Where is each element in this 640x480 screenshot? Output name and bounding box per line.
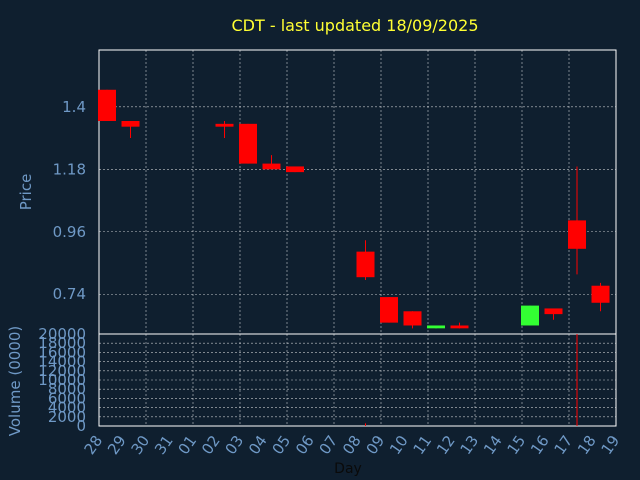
x-tick-label: 13 — [457, 432, 483, 458]
volume-tick-label: 6000 — [48, 389, 86, 407]
volume-tick-label: 8000 — [48, 380, 86, 398]
candle — [380, 297, 398, 323]
price-tick-label: 0.74 — [53, 285, 86, 303]
candle-body — [98, 89, 116, 121]
x-axis-label: Day — [334, 461, 362, 477]
candle-body — [427, 325, 445, 329]
volume-tick-label: 2000 — [48, 408, 86, 426]
x-tick-label: 01 — [175, 432, 201, 458]
x-tick-label: 05 — [269, 432, 295, 458]
x-tick-label: 28 — [81, 432, 107, 458]
x-tick-label: 17 — [551, 432, 577, 458]
candle — [262, 155, 281, 170]
candle — [403, 311, 422, 329]
x-tick-label: 18 — [574, 432, 600, 458]
volume-bars — [365, 334, 578, 426]
volume-tick-label: 18000 — [38, 334, 86, 352]
volume-tick-labels: 0200040006000800010000120001400016000180… — [38, 325, 86, 435]
x-tick-label: 31 — [151, 432, 177, 458]
price-tick-label: 1.4 — [62, 98, 86, 116]
price-tick-labels: 0.74 0.96 1.18 1.4 — [53, 98, 86, 303]
x-tick-label: 16 — [527, 432, 553, 458]
candle — [215, 121, 234, 139]
x-tick-label: 03 — [222, 432, 248, 458]
x-tick-label: 19 — [598, 432, 624, 458]
candle-body — [239, 123, 257, 164]
candle — [450, 322, 469, 329]
candle-body — [450, 325, 469, 329]
x-tick-label: 07 — [316, 432, 342, 458]
x-tick-label: 02 — [198, 432, 224, 458]
volume-tick-label: 14000 — [38, 353, 86, 371]
volume-tick-label: 0 — [76, 417, 86, 435]
candle-body — [356, 251, 375, 278]
x-tick-label: 14 — [480, 432, 506, 458]
candle-body — [380, 297, 398, 323]
candle-body — [286, 166, 304, 173]
candle-body — [215, 123, 234, 127]
volume-tick-label: 20000 — [38, 325, 86, 343]
x-tick-label: 08 — [339, 432, 365, 458]
x-tick-labels: 2829303101020304050607080910111213141516… — [81, 432, 624, 458]
x-tick-label: 11 — [410, 432, 436, 458]
volume-tick-label: 16000 — [38, 343, 86, 361]
x-tick-label: 06 — [292, 432, 318, 458]
candle-body — [521, 305, 539, 326]
candle — [568, 166, 586, 275]
price-tick-label: 1.18 — [53, 160, 86, 178]
candle — [239, 123, 257, 164]
candle — [98, 89, 116, 121]
x-tick-label: 29 — [104, 432, 130, 458]
candle — [286, 166, 304, 173]
volume-tick-label: 12000 — [38, 362, 86, 380]
price-panel-frame — [98, 49, 617, 335]
price-grid — [99, 50, 616, 334]
price-tick-label: 0.96 — [53, 223, 86, 241]
x-tick-label: 09 — [363, 432, 389, 458]
candle — [427, 325, 445, 329]
x-tick-label: 30 — [128, 432, 154, 458]
volume-axis-label: Volume (0000) — [6, 326, 24, 436]
volume-tick-label: 10000 — [38, 371, 86, 389]
chart-title: CDT - last updated 18/09/2025 — [232, 16, 479, 35]
candle-body — [403, 311, 422, 326]
candle-body — [591, 285, 610, 303]
volume-grid — [99, 333, 616, 427]
candle-body — [121, 121, 140, 127]
candle-body — [544, 308, 563, 315]
x-tick-label: 12 — [433, 432, 459, 458]
x-tick-label: 15 — [504, 432, 530, 458]
price-axis-label: Price — [17, 174, 35, 211]
candle — [356, 240, 375, 281]
candle-body — [568, 220, 586, 249]
candle-body — [262, 163, 281, 170]
candles — [98, 89, 610, 329]
candle — [121, 121, 140, 139]
volume-tick-label: 4000 — [48, 399, 86, 417]
candle — [591, 282, 610, 312]
x-tick-label: 10 — [386, 432, 412, 458]
candle — [521, 305, 539, 326]
x-tick-label: 04 — [245, 432, 271, 458]
candle — [544, 308, 563, 320]
